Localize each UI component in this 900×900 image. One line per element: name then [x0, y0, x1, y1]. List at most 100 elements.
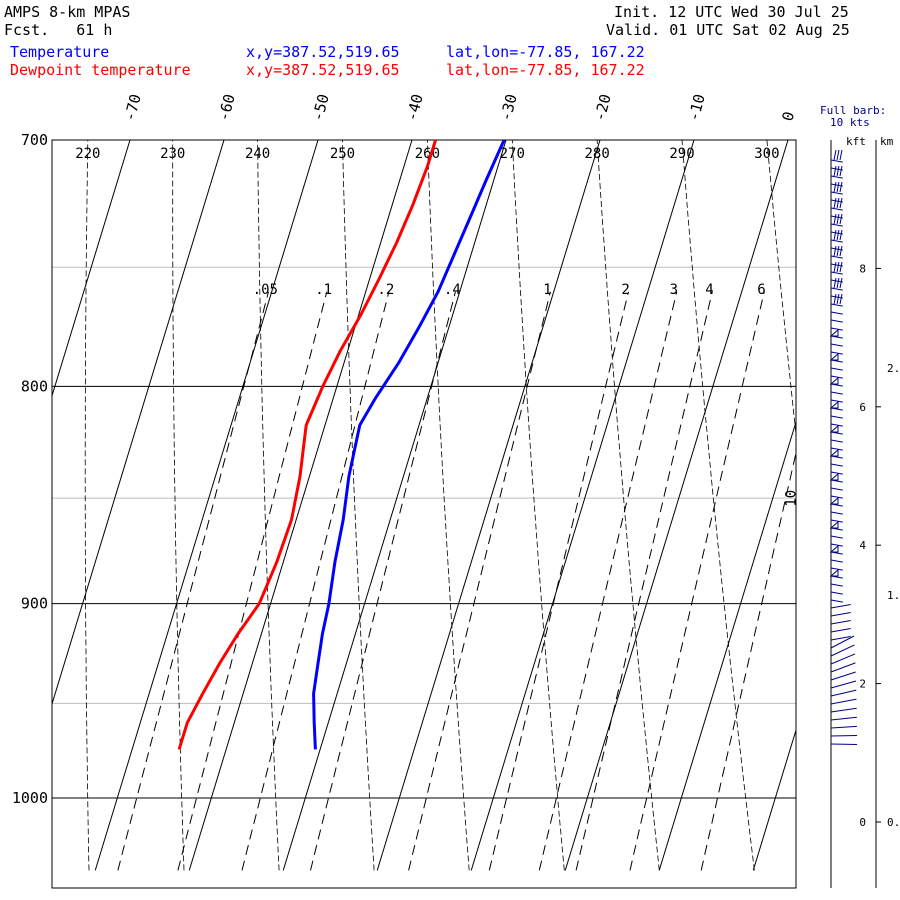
mixing-ratio-line	[177, 291, 328, 871]
barb-legend-units: 10 kts	[830, 116, 870, 129]
temp-xy: x,y=387.52,519.65	[246, 43, 400, 61]
dry-adiabat-line	[257, 140, 280, 871]
wind-barb	[830, 423, 843, 427]
wind-barb-flag	[833, 293, 837, 305]
plot-frame	[51, 139, 797, 889]
mixing-ratio-line	[575, 291, 713, 871]
wind-barb	[830, 415, 843, 419]
wind-barb	[830, 735, 858, 737]
kft-tick-label: 8	[859, 262, 866, 275]
mixing-ratio-line	[629, 291, 765, 871]
wind-barb	[830, 543, 843, 547]
wind-barb-flag	[839, 197, 843, 209]
wind-barb-flag	[839, 293, 843, 305]
mixing-ratio-label: .2	[377, 282, 394, 298]
isotherm-line	[0, 140, 36, 870]
wind-barb	[830, 653, 856, 665]
wind-barb-pennant	[829, 376, 839, 385]
wind-barb-flag	[839, 181, 843, 193]
wind-barb	[830, 707, 857, 713]
wind-barb-flag	[836, 261, 840, 273]
isotherm-label: -70	[120, 92, 144, 123]
dew-latlon: lat,lon=-77.85, 167.22	[446, 61, 645, 79]
wind-barb-flag	[833, 165, 837, 177]
wind-barb-pennant	[829, 520, 839, 529]
wind-barb-flag	[833, 149, 837, 161]
dry-adiabat-line	[0, 140, 3, 870]
wind-barb-flag	[836, 293, 840, 305]
wind-barb	[830, 375, 843, 379]
wind-barb-flag	[833, 277, 837, 289]
isotherm-line	[470, 140, 695, 871]
dry-adiabat-line	[172, 140, 185, 871]
wind-barb	[830, 604, 851, 609]
wind-barb	[830, 175, 843, 179]
barb-legend-title: Full barb:	[820, 104, 886, 117]
kft-tick-label: 2	[859, 678, 866, 691]
pressure-tick-label: 900	[21, 595, 48, 613]
temperature-profile-line	[312, 140, 506, 750]
wind-barb-flag	[836, 277, 840, 289]
wind-barb	[830, 567, 843, 571]
kft-tick-label: 0	[859, 816, 866, 829]
wind-barb	[830, 351, 843, 355]
sounding-profiles	[177, 140, 506, 750]
plot-border	[51, 139, 797, 889]
dry-adiabat-label: 290	[669, 146, 694, 162]
wind-barb-flag	[836, 245, 840, 257]
wind-barb-pennant	[829, 544, 839, 553]
wind-barb-flag	[839, 245, 843, 257]
wind-barb	[830, 743, 858, 745]
wind-barb	[830, 447, 843, 451]
wind-barb	[830, 303, 843, 307]
legend-temperature: Temperature	[10, 43, 110, 61]
wind-barb-flag	[836, 197, 840, 209]
dry-adiabat-line	[427, 140, 470, 871]
wind-barb	[830, 255, 843, 259]
isotherm-line	[752, 728, 796, 871]
wind-barb	[830, 698, 857, 705]
wind-barb	[830, 535, 843, 539]
mixing-ratio-label: 6	[757, 282, 765, 298]
wind-barb-pennant	[829, 448, 839, 457]
wind-barb	[830, 207, 843, 211]
isotherm-label: -60	[214, 92, 238, 123]
isotherm-label: -10	[684, 92, 708, 123]
wind-barb-flag	[833, 245, 837, 257]
mixing-ratio-line	[538, 291, 678, 871]
pressure-tick-label: 700	[21, 131, 48, 149]
wind-barb	[830, 612, 851, 617]
isotherm-line	[282, 140, 507, 871]
mixing-ratio-label: 10	[784, 490, 800, 507]
wind-barb-flag	[833, 197, 837, 209]
mixing-ratio-line	[310, 291, 456, 871]
mixing-ratio-line	[117, 291, 269, 871]
isotherm-label: -50	[308, 92, 332, 123]
dry-adiabat-label: 240	[245, 146, 270, 162]
isotherm-line	[52, 140, 225, 706]
wind-barb-pennant	[829, 328, 839, 337]
wind-barb	[830, 599, 843, 603]
wind-barb	[830, 319, 843, 323]
mixing-ratio-label: 1	[543, 282, 551, 298]
wind-barb-flag	[839, 213, 843, 225]
wind-barb	[830, 311, 843, 315]
dry-adiabat-label: 250	[330, 146, 355, 162]
isotherm-label: -40	[402, 92, 426, 123]
forecast-hour: Fcst. 61 h	[4, 21, 113, 39]
wind-barb	[830, 399, 843, 403]
wind-barb-pennant	[829, 424, 839, 433]
wind-barb-pennant	[829, 496, 839, 505]
wind-barb-flag	[836, 213, 840, 225]
mixing-ratio-label: .05	[253, 282, 278, 298]
wind-barb	[830, 559, 843, 563]
wind-barb	[830, 671, 856, 681]
wind-barb	[830, 511, 843, 515]
mixing-ratio-label: .1	[315, 282, 332, 298]
dew-xy: x,y=387.52,519.65	[246, 61, 400, 79]
dry-adiabat-label: 260	[415, 146, 440, 162]
km-tick-label: 1.	[887, 589, 900, 602]
wind-barb	[830, 471, 843, 475]
pressure-tick-label: 800	[21, 377, 48, 395]
